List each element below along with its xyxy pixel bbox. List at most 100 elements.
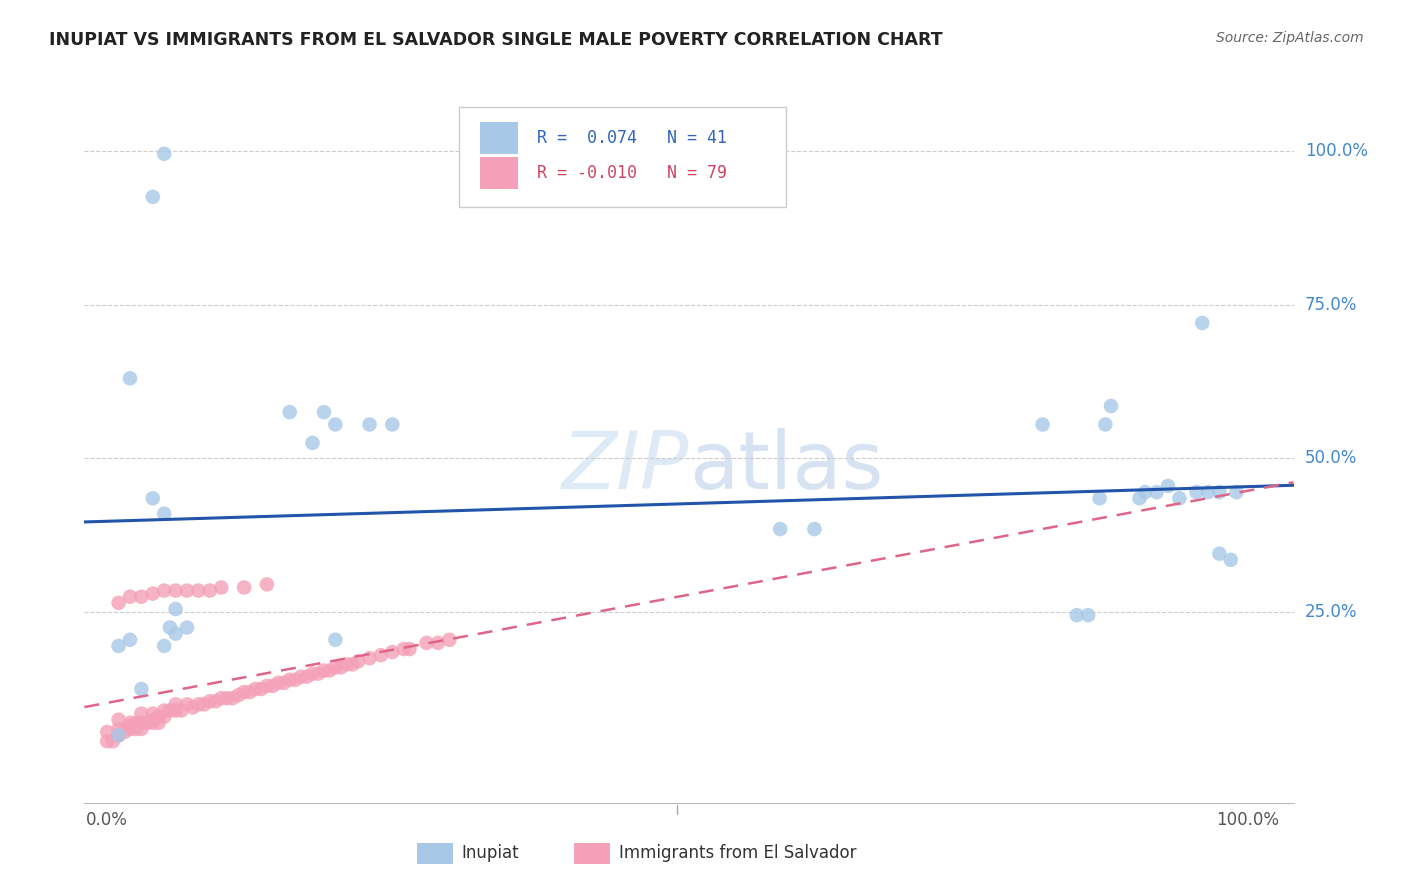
- FancyBboxPatch shape: [479, 121, 519, 153]
- FancyBboxPatch shape: [574, 843, 610, 864]
- Point: [153, 709, 176, 723]
- Point: [245, 681, 267, 696]
- Point: [1157, 479, 1180, 493]
- Point: [142, 715, 165, 730]
- Point: [307, 666, 329, 681]
- Point: [153, 583, 176, 598]
- Point: [96, 734, 118, 748]
- Point: [107, 728, 129, 742]
- Point: [176, 698, 198, 712]
- Point: [1032, 417, 1054, 432]
- Point: [107, 728, 129, 742]
- Point: [107, 596, 129, 610]
- Point: [262, 679, 284, 693]
- Text: 100.0%: 100.0%: [1305, 142, 1368, 160]
- Point: [136, 715, 159, 730]
- Point: [112, 725, 135, 739]
- Point: [101, 734, 124, 748]
- Point: [301, 666, 323, 681]
- Point: [233, 685, 256, 699]
- Point: [159, 704, 181, 718]
- Point: [1077, 608, 1099, 623]
- Point: [153, 146, 176, 161]
- Point: [250, 681, 273, 696]
- Point: [125, 722, 148, 736]
- Point: [392, 642, 415, 657]
- Text: 50.0%: 50.0%: [1305, 450, 1357, 467]
- Point: [1208, 547, 1230, 561]
- Point: [323, 660, 346, 674]
- Point: [131, 681, 153, 696]
- FancyBboxPatch shape: [460, 107, 786, 207]
- Point: [239, 685, 262, 699]
- Point: [1208, 485, 1230, 500]
- Point: [267, 676, 290, 690]
- Point: [273, 676, 295, 690]
- Point: [142, 587, 165, 601]
- Point: [318, 664, 340, 678]
- Point: [198, 583, 221, 598]
- Point: [330, 660, 353, 674]
- Point: [398, 642, 420, 657]
- Point: [165, 704, 187, 718]
- Point: [96, 725, 118, 739]
- Point: [415, 636, 437, 650]
- Point: [1197, 485, 1219, 500]
- Point: [153, 507, 176, 521]
- Point: [323, 417, 346, 432]
- Point: [228, 688, 250, 702]
- Text: ZIP: ZIP: [561, 428, 689, 507]
- Point: [347, 654, 370, 668]
- Text: 25.0%: 25.0%: [1305, 603, 1357, 621]
- Point: [118, 371, 141, 385]
- Point: [1066, 608, 1088, 623]
- Point: [359, 651, 381, 665]
- Point: [256, 679, 278, 693]
- Point: [193, 698, 215, 712]
- Point: [295, 670, 318, 684]
- Point: [221, 691, 243, 706]
- Point: [439, 632, 461, 647]
- Point: [198, 694, 221, 708]
- Point: [148, 709, 170, 723]
- Text: Immigrants from El Salvador: Immigrants from El Salvador: [619, 845, 856, 863]
- Point: [153, 704, 176, 718]
- FancyBboxPatch shape: [418, 843, 453, 864]
- Point: [1185, 485, 1208, 500]
- Point: [148, 715, 170, 730]
- Point: [176, 583, 198, 598]
- Point: [159, 620, 181, 634]
- Text: Inupiat: Inupiat: [461, 845, 519, 863]
- Point: [209, 691, 232, 706]
- Point: [1128, 491, 1150, 506]
- Point: [187, 698, 209, 712]
- Point: [370, 648, 392, 662]
- Point: [381, 645, 404, 659]
- Point: [176, 620, 198, 634]
- Point: [153, 639, 176, 653]
- Point: [359, 417, 381, 432]
- Point: [131, 715, 153, 730]
- Point: [125, 715, 148, 730]
- Point: [1146, 485, 1168, 500]
- Point: [1225, 485, 1247, 500]
- Point: [187, 583, 209, 598]
- Point: [142, 713, 165, 727]
- Point: [290, 670, 312, 684]
- Point: [256, 577, 278, 591]
- Point: [233, 581, 256, 595]
- Point: [131, 590, 153, 604]
- Point: [107, 722, 129, 736]
- Point: [1094, 417, 1116, 432]
- Point: [1099, 399, 1122, 413]
- Point: [165, 602, 187, 616]
- Point: [165, 583, 187, 598]
- Point: [215, 691, 238, 706]
- Point: [336, 657, 359, 672]
- Point: [107, 713, 129, 727]
- Point: [107, 639, 129, 653]
- Point: [165, 698, 187, 712]
- Point: [1088, 491, 1111, 506]
- Point: [769, 522, 792, 536]
- Text: INUPIAT VS IMMIGRANTS FROM EL SALVADOR SINGLE MALE POVERTY CORRELATION CHART: INUPIAT VS IMMIGRANTS FROM EL SALVADOR S…: [49, 31, 943, 49]
